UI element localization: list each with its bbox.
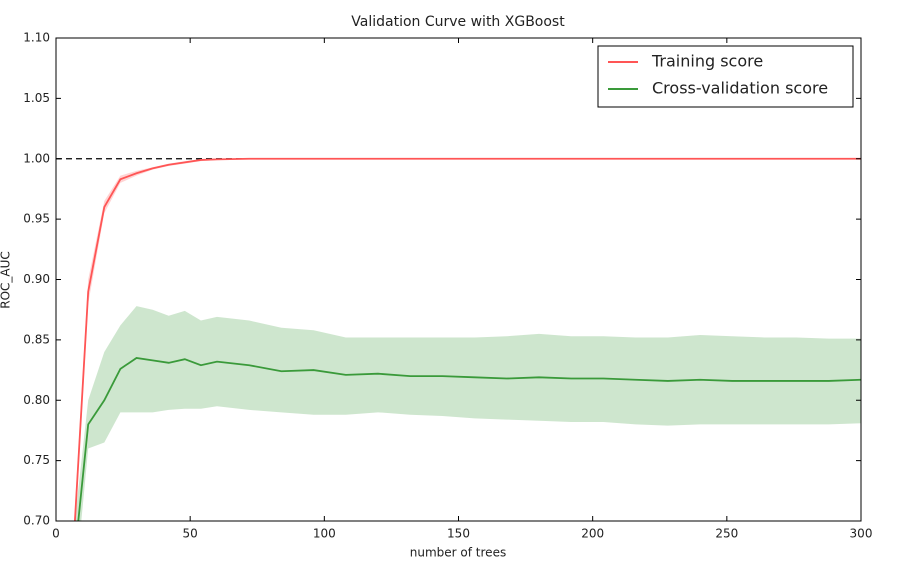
y-tick-label: 0.85	[23, 332, 50, 346]
y-tick-label: 0.90	[23, 272, 50, 286]
series-line	[73, 157, 861, 521]
series-line	[77, 357, 861, 521]
x-tick-label: 0	[52, 527, 60, 541]
x-tick-label: 200	[581, 527, 604, 541]
x-tick-label: 100	[313, 527, 336, 541]
y-tick-label: 0.80	[23, 393, 50, 407]
y-tick-label: 0.70	[23, 514, 50, 528]
y-axis-label: ROC_AUC	[0, 251, 13, 309]
y-tick-label: 1.05	[23, 91, 50, 105]
legend-label: Training score	[651, 52, 763, 71]
y-tick-label: 0.95	[23, 212, 50, 226]
y-tick-label: 1.10	[23, 31, 50, 45]
plot-area	[56, 157, 861, 521]
y-tick-label: 1.00	[23, 151, 50, 165]
chart-title: Validation Curve with XGBoost	[351, 14, 565, 30]
confidence-band	[74, 306, 861, 521]
x-tick-label: 50	[183, 527, 198, 541]
x-axis-label: number of trees	[410, 546, 506, 560]
legend-box	[597, 45, 854, 108]
y-tick-label: 0.75	[23, 453, 50, 467]
x-tick-label: 250	[715, 527, 738, 541]
axes: 0 50 100 150 200 250 300 0.70 0.75 0.80 0.85 0.90 0.…	[23, 31, 872, 541]
legend-label: Cross-validation score	[652, 79, 828, 98]
x-tick-label: 300	[850, 527, 873, 541]
x-tick-label: 150	[447, 527, 470, 541]
